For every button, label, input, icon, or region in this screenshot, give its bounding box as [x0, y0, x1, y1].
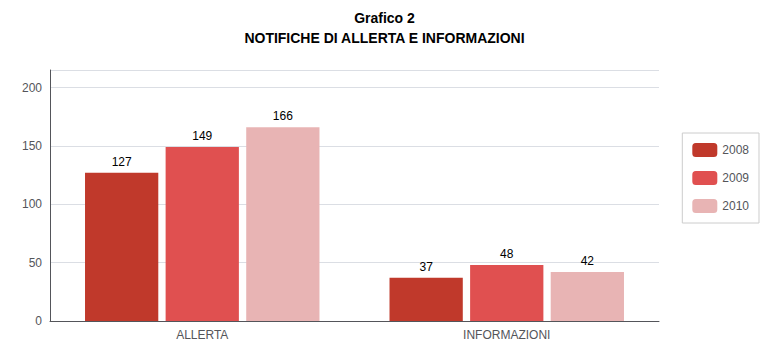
svg-text:50: 50	[29, 256, 43, 270]
svg-text:150: 150	[22, 139, 42, 153]
svg-text:127: 127	[112, 155, 132, 169]
svg-text:42: 42	[581, 254, 595, 268]
svg-text:166: 166	[273, 109, 293, 123]
svg-text:2009: 2009	[722, 171, 749, 185]
svg-text:149: 149	[192, 129, 212, 143]
svg-text:Grafico 2: Grafico 2	[354, 10, 415, 26]
svg-text:NOTIFICHE DI ALLERTA E INFORMA: NOTIFICHE DI ALLERTA E INFORMAZIONI	[244, 30, 524, 46]
svg-text:0: 0	[35, 314, 42, 328]
svg-text:2008: 2008	[722, 143, 749, 157]
svg-text:37: 37	[419, 260, 433, 274]
svg-text:100: 100	[22, 197, 42, 211]
svg-text:ALLERTA: ALLERTA	[176, 328, 228, 342]
svg-text:2010: 2010	[722, 199, 749, 213]
svg-text:200: 200	[22, 81, 42, 95]
svg-text:48: 48	[500, 247, 514, 261]
svg-text:INFORMAZIONI: INFORMAZIONI	[463, 328, 550, 342]
